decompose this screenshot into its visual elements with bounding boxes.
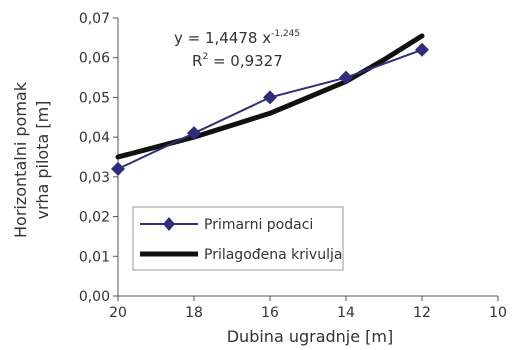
x-tick-label: 18: [185, 305, 203, 321]
x-axis-title: Dubina ugradnje [m]: [227, 327, 394, 346]
series-line-fitted-curve: [115, 33, 425, 160]
y-tick-label: 0,06: [79, 51, 110, 67]
trendline-equation: y = 1,4478 x-1,245: [174, 29, 300, 47]
r2-value: = 0,9327: [208, 52, 283, 70]
r2-symbol: R: [192, 52, 202, 70]
r2-superscript: 2: [202, 52, 208, 62]
data-point-diamond: [263, 90, 277, 105]
x-tick-label: 16: [261, 305, 279, 321]
y-tick-label: 0,05: [79, 90, 110, 106]
y-tick-label: 0,01: [79, 249, 110, 265]
x-tick-label: 20: [109, 305, 127, 321]
y-axis-title-line1: Horizontalni pomak: [11, 81, 30, 238]
legend: Primarni podaci Prilagođena krivulja: [132, 206, 344, 271]
data-point-diamond: [187, 126, 201, 141]
data-point-diamond: [415, 42, 429, 57]
y-tick-label: 0,02: [79, 210, 110, 226]
y-tick-label: 0,00: [79, 289, 110, 305]
legend-label-fit: Prilagođena krivulja: [204, 247, 342, 263]
y-tick-label: 0,07: [79, 11, 110, 27]
equation-main: y = 1,4478 x: [174, 29, 271, 47]
legend-box: [132, 206, 344, 271]
plot-area: 0,00 0,01 0,02 0,03 0,04 0,05 0,06 0,07 20 18 16 14…: [79, 11, 507, 321]
legend-diamond-icon: [163, 217, 175, 231]
y-tick-label: 0,04: [79, 130, 110, 146]
x-tick-label: 10: [489, 305, 507, 321]
y-tick-label: 0,03: [79, 170, 110, 186]
y-axis-title-line2: vrha pilota [m]: [33, 101, 52, 220]
data-point-diamond: [339, 70, 353, 85]
legend-label-primary: Primarni podaci: [204, 217, 313, 233]
x-tick-label: 12: [413, 305, 431, 321]
data-point-diamond: [111, 161, 125, 176]
r-squared: R2 = 0,9327: [192, 52, 283, 70]
equation-exponent: -1,245: [271, 29, 300, 39]
x-tick-label: 14: [337, 305, 355, 321]
